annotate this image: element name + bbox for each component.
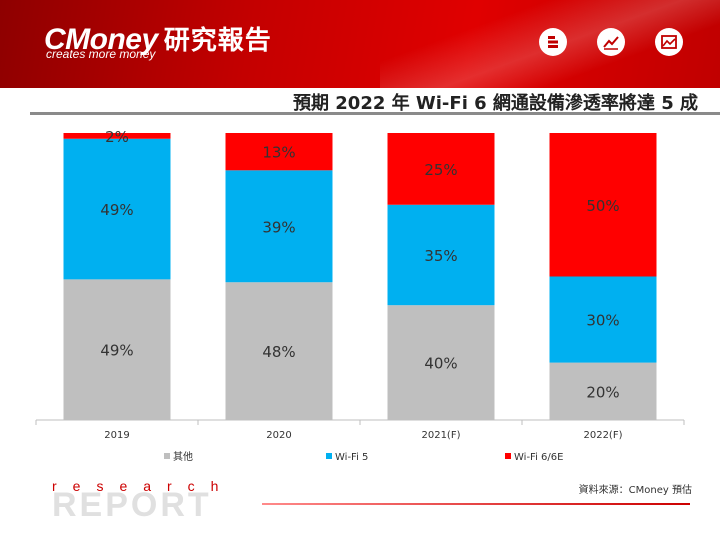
data-label: 30% xyxy=(586,312,619,330)
footer-research-text: research xyxy=(52,478,235,494)
bar-segment xyxy=(63,138,171,280)
data-label: 35% xyxy=(424,247,457,265)
bar-segment xyxy=(549,133,657,277)
bar-segment xyxy=(549,362,657,420)
data-label: 49% xyxy=(100,342,133,360)
source-note: 資料來源：CMoney 預估 xyxy=(578,485,692,496)
data-label: 13% xyxy=(262,144,295,162)
x-tick-label: 2022(F) xyxy=(583,430,622,441)
bar-segment xyxy=(63,279,171,420)
legend-swatch xyxy=(326,453,332,459)
brand-subtitle: 研究報告 xyxy=(163,26,272,56)
footer-report-watermark: REPORT xyxy=(52,486,212,524)
legend-swatch xyxy=(164,453,170,459)
data-label: 20% xyxy=(586,383,619,401)
brand-tagline: creates more money xyxy=(46,47,156,61)
bar-segment xyxy=(387,305,495,420)
trend-line-icon[interactable] xyxy=(597,28,625,56)
chart-image-icon[interactable] xyxy=(655,28,683,56)
data-label: 48% xyxy=(262,343,295,361)
data-label: 39% xyxy=(262,218,295,236)
data-label: 49% xyxy=(100,201,133,219)
legend-label: Wi-Fi 6/6E xyxy=(514,452,563,463)
legend-label: 其他 xyxy=(173,450,193,463)
stacked-bar-chart: 49% 49% 2% 2019 48% 39% 13% 2020 40% 35% 25% 2021(F… xyxy=(35,128,685,463)
brand-logo: CMoney 研究報告 xyxy=(44,20,272,57)
brand-name: CMoney xyxy=(44,23,158,56)
page-title: 預期 2022 年 Wi-Fi 6 網通設備滲透率將達 5 成 xyxy=(293,93,698,114)
title-bar xyxy=(0,88,720,114)
bar-segment xyxy=(63,133,171,139)
bar-segment xyxy=(225,170,333,283)
bar-segment xyxy=(549,276,657,363)
data-label: 40% xyxy=(424,355,457,373)
bar-segment xyxy=(225,133,333,171)
header-banner: CMoney 研究報告 creates more money xyxy=(0,0,720,90)
footer-rule xyxy=(262,503,690,505)
bar-segment xyxy=(387,133,495,205)
bar-segment xyxy=(225,282,333,420)
bar-segment xyxy=(387,204,495,306)
x-tick-label: 2019 xyxy=(104,430,129,441)
title-rule xyxy=(30,112,720,115)
x-tick-label: 2021(F) xyxy=(421,430,460,441)
legend-label: Wi-Fi 5 xyxy=(335,452,368,463)
stack-icon[interactable] xyxy=(539,28,567,56)
legend-swatch xyxy=(505,453,511,459)
data-label: 2% xyxy=(105,128,129,146)
x-tick-label: 2020 xyxy=(266,430,291,441)
data-label: 25% xyxy=(424,161,457,179)
data-label: 50% xyxy=(586,197,619,215)
